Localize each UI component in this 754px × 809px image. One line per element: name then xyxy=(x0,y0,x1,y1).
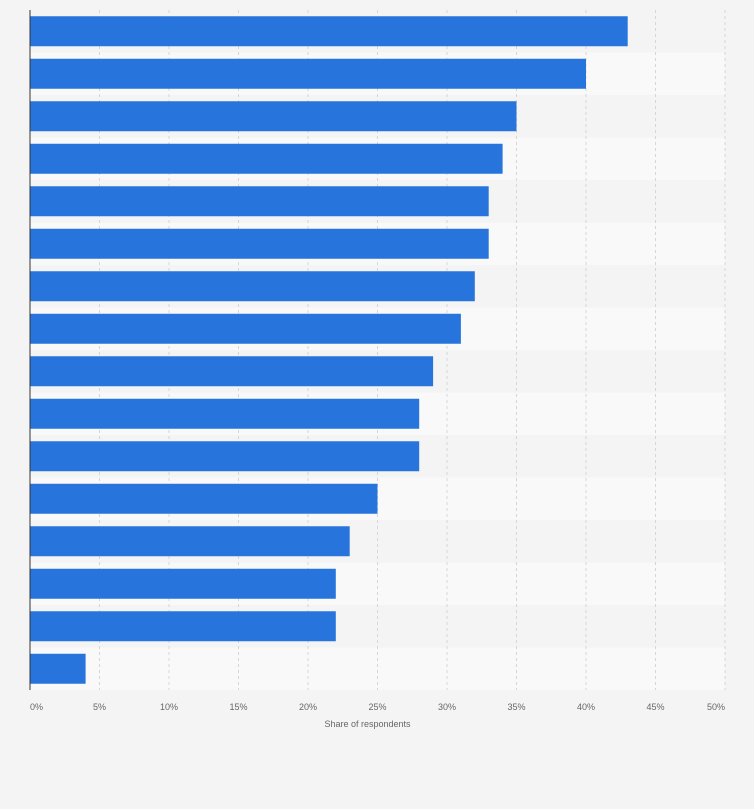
bar[interactable] xyxy=(30,398,420,429)
bar[interactable] xyxy=(30,653,86,684)
x-tick-label: 20% xyxy=(299,702,317,712)
bar[interactable] xyxy=(30,526,350,557)
bar[interactable] xyxy=(30,611,336,642)
x-tick-label: 15% xyxy=(229,702,247,712)
x-tick-label: 45% xyxy=(646,702,664,712)
x-tick-label: 0% xyxy=(30,702,43,712)
bar[interactable] xyxy=(30,483,378,514)
bar[interactable] xyxy=(30,143,503,174)
x-tick-label: 30% xyxy=(438,702,456,712)
bar[interactable] xyxy=(30,186,489,217)
bar[interactable] xyxy=(30,101,517,132)
bar[interactable] xyxy=(30,441,420,472)
bar[interactable] xyxy=(30,58,586,89)
x-tick-label: 40% xyxy=(577,702,595,712)
x-tick-label: 35% xyxy=(507,702,525,712)
x-axis-title: Share of respondents xyxy=(324,719,411,729)
bar[interactable] xyxy=(30,313,461,344)
bar[interactable] xyxy=(30,271,475,302)
x-tick-labels: 0% 5% 10% 15% 20% 25% 30% 35% 40% 45% 50% xyxy=(30,702,725,712)
x-tick-label: 5% xyxy=(93,702,106,712)
bars xyxy=(30,16,628,684)
bar[interactable] xyxy=(30,228,489,259)
x-tick-label: 50% xyxy=(707,702,725,712)
x-tick-label: 10% xyxy=(160,702,178,712)
bar[interactable] xyxy=(30,568,336,599)
bar[interactable] xyxy=(30,16,628,47)
bar[interactable] xyxy=(30,356,434,387)
x-tick-label: 25% xyxy=(368,702,386,712)
